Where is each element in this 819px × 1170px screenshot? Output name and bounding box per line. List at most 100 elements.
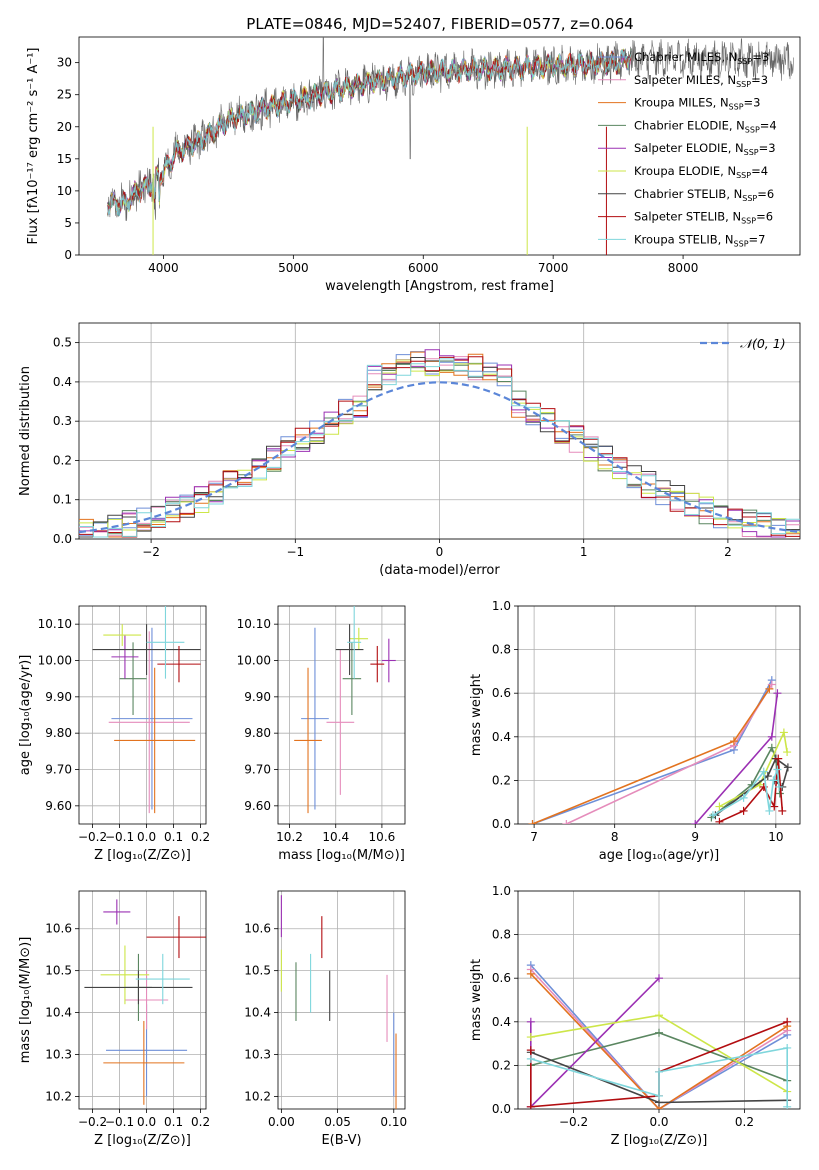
y-tick-label: 30	[57, 56, 72, 70]
histogram-step	[79, 358, 800, 538]
legend-label: Kroupa STELIB, NSSP=7	[634, 232, 765, 248]
x-axis-label: Z [log₁₀(Z/Z⊙)]	[611, 1133, 708, 1148]
x-tick-label: 10	[768, 830, 783, 844]
mass-weight-marker	[526, 1054, 535, 1063]
legend-label: Salpeter STELIB, NSSP=6	[634, 210, 773, 226]
x-tick-label: 0.0	[649, 1115, 668, 1129]
mass-weight-marker	[715, 802, 724, 811]
x-tick-label: −1	[286, 545, 304, 559]
x-axis-label: mass [log₁₀(M/M⊙)]	[278, 848, 405, 863]
errorbar-point	[124, 970, 169, 1030]
y-tick-label: 20	[57, 120, 72, 134]
y-tick-label: 9.70	[244, 763, 271, 777]
axes-mass_weight_vs_Z: −0.2 0.0 0.2 0.0 0.2 0.4 0.6 0.8 1.0 Z [log₁₀(Z/Z…	[469, 884, 801, 1148]
mass-weight-marker	[783, 763, 792, 772]
x-tick-label: 0.10	[380, 1115, 407, 1129]
y-tick-label: 0.6	[492, 686, 511, 700]
mass-weight-marker	[775, 782, 784, 791]
mass-weight-marker	[526, 969, 535, 978]
axes-age_vs_mass: 10.2 10.4 10.6 9.60 9.70 9.80 9.90 10.00 10.10 ma…	[237, 605, 406, 863]
x-tick-label: 0.2	[735, 1115, 754, 1129]
x-tick-label: 0.2	[191, 830, 210, 844]
y-tick-label: 9.80	[244, 726, 271, 740]
y-axis-label: mass weight	[469, 674, 484, 756]
mass-weight-marker	[715, 817, 724, 824]
errorbar-point	[103, 1020, 185, 1105]
legend-label: Chabrier ELODIE, NSSP=4	[634, 118, 777, 134]
y-tick-label: 10.5	[45, 964, 72, 978]
y-axis-label: age [log₁₀(age/yr)]	[18, 655, 33, 776]
y-tick-label: 10.6	[244, 922, 271, 936]
y-tick-label: 1.0	[492, 599, 511, 613]
plot-residuals	[79, 349, 800, 538]
y-tick-label: 9.90	[244, 690, 271, 704]
axes-frame	[277, 605, 406, 825]
axes-mass_vs_EBV: 0.00 0.05 0.10 10.2 10.3 10.4 10.5 10.6 E(B-V)	[244, 890, 407, 1148]
x-tick-label: 4000	[148, 261, 179, 275]
mass-weight-marker	[765, 806, 774, 815]
x-tick-label: 0.2	[191, 1115, 210, 1129]
mass-weight-marker	[526, 1102, 535, 1109]
y-tick-label: 0.2	[53, 453, 72, 467]
x-tick-label: −0.1	[105, 830, 134, 844]
x-tick-label: 8000	[668, 261, 699, 275]
y-tick-label: 9.80	[45, 726, 72, 740]
y-tick-label: 10.00	[237, 654, 271, 668]
mass-weight-line	[530, 973, 788, 1109]
y-tick-label: 0.2	[492, 1058, 511, 1072]
errorbar-point	[342, 642, 362, 715]
y-tick-label: 0.8	[492, 928, 511, 942]
y-tick-label: 10.3	[244, 1048, 271, 1062]
mass-weight-marker	[769, 776, 778, 785]
y-tick-label: 0.6	[492, 971, 511, 985]
y-tick-label: 10.2	[244, 1089, 271, 1103]
y-tick-label: 0.4	[492, 730, 511, 744]
errorbar-point	[119, 642, 147, 715]
mass-weight-marker	[691, 820, 700, 824]
errorbar-point	[114, 667, 196, 814]
legend-label: Chabrier MILES, NSSP=3	[634, 50, 769, 66]
x-tick-label: 9	[691, 830, 699, 844]
mass-weight-marker	[767, 743, 776, 752]
x-tick-label: 1	[580, 545, 588, 559]
axes-spectrum: 4000 5000 6000 7000 8000 0 5 10 15 20 25 30 waveleng…	[26, 36, 801, 294]
mass-weight-marker	[765, 684, 774, 693]
x-tick-label: −0.1	[105, 1115, 134, 1129]
x-axis-label: E(B-V)	[321, 1133, 361, 1148]
mass-weight-line	[565, 684, 773, 824]
mass-weight-marker	[767, 680, 776, 689]
y-tick-label: 0.1	[53, 493, 72, 507]
x-tick-label: 7000	[538, 261, 569, 275]
errorbar-point	[326, 649, 355, 795]
axes-frame	[277, 890, 406, 1110]
y-tick-label: 10	[57, 184, 72, 198]
y-tick-label: 10.4	[244, 1006, 271, 1020]
mass-weight-line	[719, 729, 788, 808]
x-tick-label: 0	[436, 545, 444, 559]
mass-weight-marker	[655, 974, 663, 983]
mass-weight-marker	[655, 1067, 663, 1076]
errorbar-point	[92, 624, 201, 676]
plot-mass_weight_vs_age	[528, 676, 792, 824]
x-tick-label: 8	[611, 830, 619, 844]
x-tick-label: 5000	[278, 261, 309, 275]
errorbar-point	[103, 624, 142, 646]
y-axis-label: mass weight	[469, 959, 484, 1041]
mass-weight-marker	[774, 754, 783, 763]
mass-weight-marker	[759, 767, 768, 776]
errorbar-point	[335, 624, 364, 676]
plot-area: 4000 5000 6000 7000 8000051015202530waveleng…	[18, 36, 801, 1148]
y-tick-label: 10.4	[45, 1006, 72, 1020]
mass-weight-marker	[655, 1011, 663, 1020]
mass-weight-marker	[526, 1046, 535, 1055]
y-axis-label: Normed distribution	[18, 366, 33, 496]
errorbar-point	[349, 627, 369, 650]
y-tick-label: 0.0	[492, 1102, 511, 1116]
y-tick-label: 0.2	[492, 773, 511, 787]
errorbar-point	[146, 916, 206, 959]
x-tick-label: 0.0	[137, 1115, 156, 1129]
plot-mass_weight_vs_Z	[526, 961, 792, 1109]
errorbar-point	[381, 638, 396, 683]
y-tick-label: 5	[64, 216, 72, 230]
x-axis-label: (data-model)/error	[379, 563, 500, 578]
